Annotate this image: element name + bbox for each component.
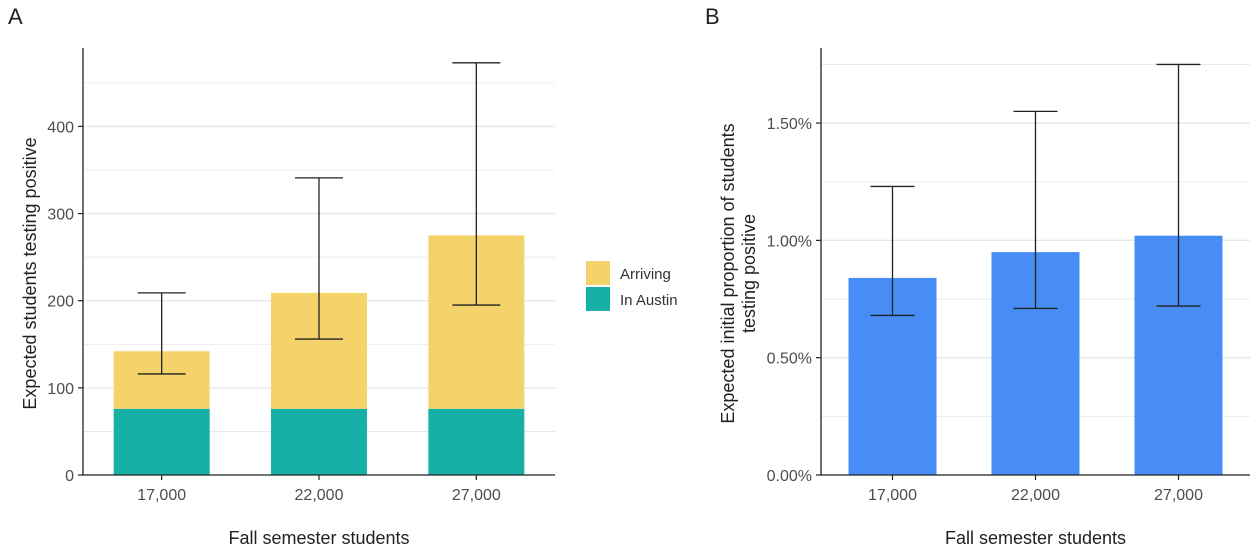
- chart-b-svg: 17,000 22,000 27,000 0.00% 0.50% 1.00% 1.50% Fa…: [718, 48, 1250, 548]
- legend-label: Arriving: [620, 266, 671, 283]
- x-tick-label: 17,000: [137, 487, 186, 504]
- chart-b: 17,000 22,000 27,000 0.00% 0.50% 1.00% 1.50% Fa…: [700, 0, 1250, 553]
- legend-swatch: [586, 261, 610, 285]
- y-tick-label: 300: [47, 207, 74, 224]
- legend-swatch: [586, 287, 610, 311]
- x-tick-label: 27,000: [452, 487, 501, 504]
- bar-in-austin: [271, 408, 367, 475]
- legend-label: In Austin: [620, 292, 678, 309]
- x-tick-label: 27,000: [1154, 487, 1203, 504]
- bar-in-austin: [428, 408, 525, 475]
- y-tick-label: 400: [47, 119, 74, 136]
- bar-in-austin: [113, 408, 210, 475]
- x-axis-title: Fall semester students: [228, 528, 409, 548]
- panel-label-b: B: [705, 4, 720, 29]
- panel-label-a: A: [8, 4, 23, 29]
- y-axis-title-line-2: testing positive: [739, 214, 759, 333]
- chart-a-svg: 17,000 22,000 27,000 0 100 200 300 400 Fall seme…: [20, 48, 678, 548]
- chart-a: 17,000 22,000 27,000 0 100 200 300 400 Fall seme…: [20, 48, 678, 548]
- y-tick-label: 1.00%: [767, 233, 812, 250]
- x-tick-label: 22,000: [1011, 487, 1060, 504]
- y-tick-label: 0.00%: [767, 468, 812, 485]
- x-axis-title: Fall semester students: [945, 528, 1126, 548]
- y-tick-label: 0: [65, 468, 74, 485]
- y-axis-title: Expected students testing positive: [20, 137, 40, 409]
- y-axis-title-line-1: Expected initial proportion of students: [718, 123, 738, 423]
- y-tick-label: 1.50%: [767, 116, 812, 133]
- y-tick-label: 200: [47, 294, 74, 311]
- x-tick-label: 17,000: [868, 487, 917, 504]
- y-tick-label: 0.50%: [767, 351, 812, 368]
- x-tick-label: 22,000: [295, 487, 344, 504]
- y-tick-label: 100: [47, 381, 74, 398]
